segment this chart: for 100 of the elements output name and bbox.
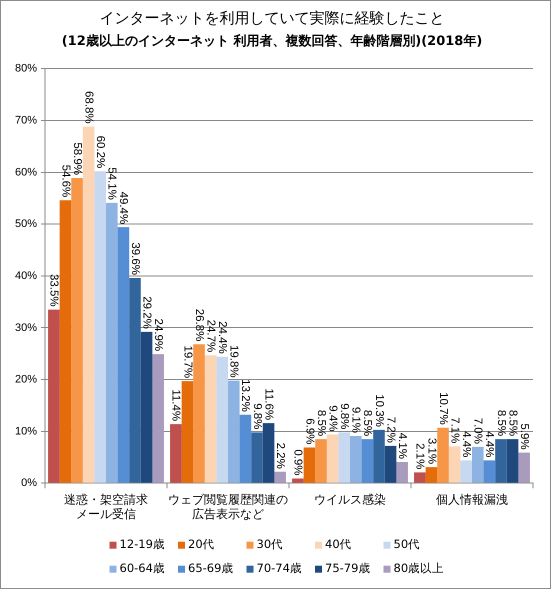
bar	[129, 278, 141, 483]
data-label: 8.5%	[361, 410, 374, 436]
bar	[373, 430, 385, 483]
data-label: 33.5%	[48, 274, 60, 307]
bar	[484, 460, 496, 483]
data-label: 8.5%	[506, 410, 518, 436]
bar	[326, 434, 338, 483]
data-label: 8.5%	[314, 410, 327, 436]
data-label: 60.2%	[94, 136, 106, 168]
bar	[396, 462, 408, 483]
bar	[460, 460, 472, 483]
x-tick-label: ウイルス感染	[314, 492, 386, 507]
bar	[60, 200, 72, 483]
bar	[518, 452, 530, 483]
data-label: 4.4%	[460, 431, 472, 458]
data-label: 9.8%	[338, 403, 350, 430]
bar	[362, 439, 374, 483]
legend-label: 30代	[256, 537, 284, 552]
bar	[82, 126, 94, 483]
bar	[472, 446, 484, 483]
x-tick-label: 個人情報漏洩	[436, 492, 508, 507]
bar	[292, 478, 304, 483]
data-label: 13.2%	[239, 379, 252, 412]
bar	[182, 381, 194, 483]
bar	[204, 355, 216, 483]
bar	[170, 424, 182, 483]
data-label: 6.9%	[303, 418, 316, 444]
data-label: 2.1%	[414, 443, 426, 470]
legend-label: 40代	[325, 537, 352, 552]
data-label: 54.6%	[59, 164, 72, 198]
data-label: 24.9%	[152, 318, 164, 352]
bar	[414, 472, 426, 483]
legend-label: 12-19歳	[120, 537, 165, 552]
bar	[152, 354, 164, 483]
bar	[140, 332, 152, 483]
data-label: 8.5%	[494, 410, 507, 436]
legend-label: 65-69歳	[188, 561, 234, 576]
y-tick-label: 0%	[21, 477, 38, 490]
bar	[228, 380, 240, 483]
data-label: 9.1%	[350, 406, 362, 434]
y-tick-label: 30%	[14, 322, 38, 334]
y-tick-label: 70%	[14, 114, 38, 126]
bar	[350, 436, 362, 483]
bar	[315, 439, 327, 483]
bar	[71, 178, 83, 483]
data-label: 7.2%	[384, 416, 396, 443]
x-tick-label: 迷惑・架空請求メール受信	[64, 492, 148, 521]
data-label: 11.6%	[262, 388, 274, 420]
data-label: 24.7%	[204, 320, 216, 352]
bar	[118, 227, 130, 483]
x-tick-label: ウェブ閲覧履歴関連の広告表示など	[168, 492, 288, 521]
bar	[274, 472, 286, 483]
data-label: 4.1%	[396, 432, 408, 459]
data-label: 58.9%	[70, 142, 83, 175]
data-label: 29.2%	[140, 296, 152, 329]
data-label: 54.1%	[106, 167, 118, 200]
legend-label: 20代	[188, 537, 215, 552]
bar	[506, 439, 518, 483]
legend-label: 60-64歳	[120, 561, 165, 576]
legend-label: 75-79歳	[325, 561, 370, 576]
data-label: 9.4%	[326, 405, 338, 432]
bar	[338, 432, 350, 483]
data-label: 24.4%	[216, 321, 228, 354]
data-label: 19.8%	[228, 344, 240, 378]
bar	[193, 344, 205, 483]
data-label: 19.7%	[181, 345, 194, 378]
bar	[495, 439, 507, 483]
data-label: 5.9%	[518, 423, 530, 450]
bar	[106, 202, 118, 483]
y-tick-label: 40%	[14, 270, 38, 282]
bar	[448, 446, 460, 483]
data-label: 3.1%	[425, 438, 438, 464]
chart-title: インターネットを利用していて実際に経験したこと	[100, 8, 444, 27]
legend-label: 50代	[394, 537, 420, 552]
legend-label: 70-74歳	[256, 561, 302, 576]
bar	[426, 467, 438, 483]
bar	[240, 414, 252, 483]
data-label: 49.4%	[117, 192, 130, 224]
data-label: 68.8%	[82, 91, 94, 124]
y-tick-label: 10%	[14, 425, 38, 438]
y-tick-label: 60%	[14, 166, 38, 178]
bar	[94, 171, 106, 483]
data-label: 7.0%	[472, 418, 484, 444]
bar	[304, 447, 316, 483]
bar	[262, 423, 274, 483]
data-label: 10.3%	[372, 394, 385, 427]
data-label: 2.2%	[274, 442, 286, 469]
y-tick-label: 80%	[14, 62, 38, 75]
data-label: 9.8%	[250, 403, 263, 430]
data-label: 39.6%	[128, 242, 141, 275]
data-label: 0.9%	[292, 449, 304, 476]
y-tick-label: 20%	[14, 374, 38, 386]
bar	[384, 446, 396, 483]
data-label: 4.4%	[483, 431, 496, 458]
data-label: 10.7%	[436, 392, 449, 425]
data-label: 11.4%	[170, 389, 182, 422]
chart-subtitle: (12歳以上のインターネット 利用者、複数回答、年齢階層別)(2018年)	[62, 33, 482, 50]
legend-label: 80歳以上	[394, 561, 444, 576]
bar	[437, 428, 449, 483]
bar	[216, 356, 228, 483]
